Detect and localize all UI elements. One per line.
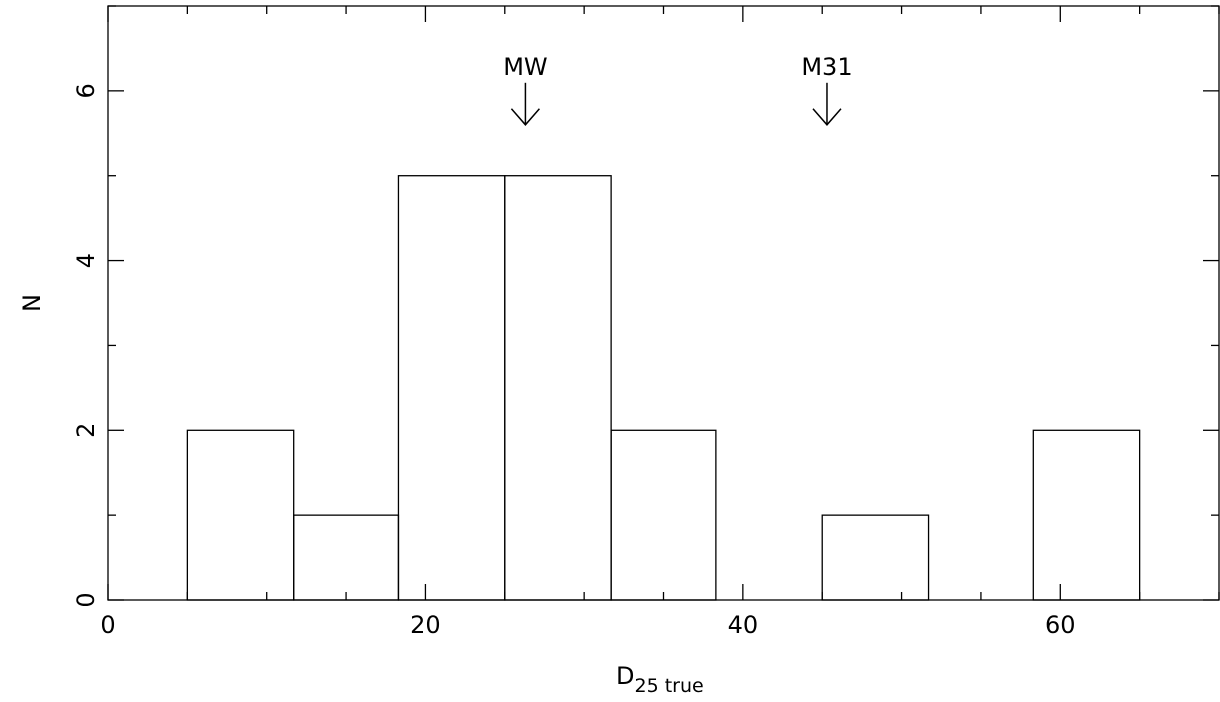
arrow-head (812, 108, 842, 126)
annotation-arrow: M31 (801, 53, 853, 126)
plot-frame (107, 5, 1220, 601)
annotation-arrow: MW (503, 53, 548, 126)
annotations: MW M31 (503, 53, 853, 126)
x-axis-label-main: D (616, 662, 634, 690)
y-tick-label: 0 (72, 592, 100, 607)
histogram-bar (821, 514, 930, 601)
x-tick-label: 40 (728, 611, 759, 639)
histogram-bar (504, 175, 612, 601)
y-tick-label: 2 (72, 423, 100, 438)
histogram-bar (610, 429, 717, 601)
x-tick-label: 0 (100, 611, 115, 639)
x-tick-label: 60 (1045, 611, 1076, 639)
histogram-bar (1032, 429, 1141, 601)
y-tick-labels: 0 2 4 6 (72, 83, 100, 607)
x-axis-label: D25 true (616, 662, 704, 697)
y-tick-label: 4 (72, 253, 100, 268)
histogram-bar (293, 514, 400, 601)
x-tick-label: 20 (410, 611, 441, 639)
y-axis-label: N (18, 294, 46, 312)
histogram-bar (186, 429, 295, 601)
arrow-head (510, 108, 540, 126)
annotation-label: MW (503, 53, 547, 81)
histogram-bars (186, 175, 1141, 601)
x-tick-labels: 0 20 40 60 (100, 611, 1075, 639)
axis-ticks (107, 5, 1220, 601)
x-axis-label-subscript: 25 true (634, 675, 703, 697)
y-tick-label: 6 (72, 83, 100, 98)
histogram-bar (397, 175, 506, 601)
annotation-label: M31 (801, 53, 852, 81)
